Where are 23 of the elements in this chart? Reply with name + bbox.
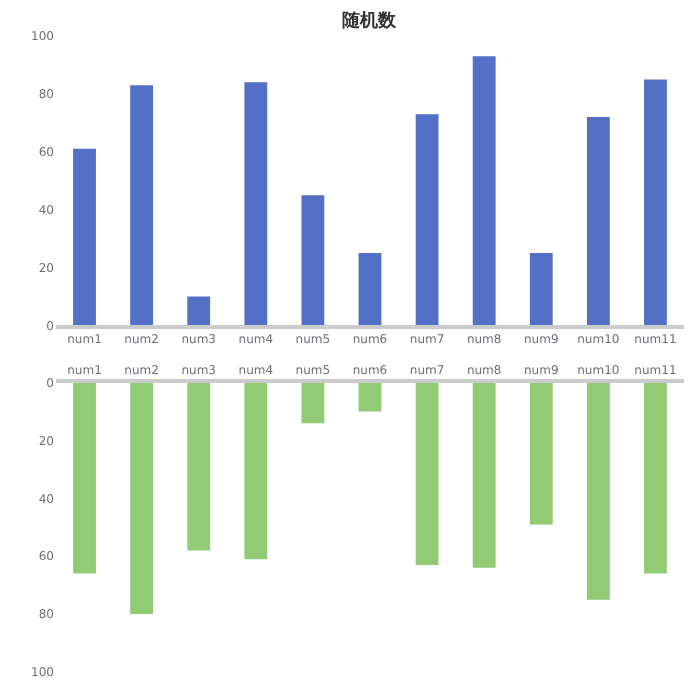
bar: [644, 79, 667, 326]
bar: [472, 56, 496, 326]
bar: [301, 195, 325, 326]
bar: [301, 382, 325, 424]
bar: [529, 382, 553, 525]
bar: [415, 382, 439, 565]
bar: [73, 148, 96, 326]
chart-title: 随机数: [342, 10, 398, 32]
bar: [130, 85, 154, 326]
bar: [644, 382, 667, 574]
bar: [415, 114, 439, 326]
bar: [586, 382, 610, 600]
bar: [586, 117, 610, 326]
bar: [187, 382, 211, 551]
bar: [529, 253, 553, 326]
bar: [358, 382, 382, 412]
bar: [244, 82, 268, 326]
bar: [187, 296, 211, 326]
bar: [73, 382, 96, 574]
bar: [130, 382, 154, 615]
bar: [244, 382, 268, 560]
bar: [358, 253, 382, 326]
bar: [472, 382, 496, 568]
